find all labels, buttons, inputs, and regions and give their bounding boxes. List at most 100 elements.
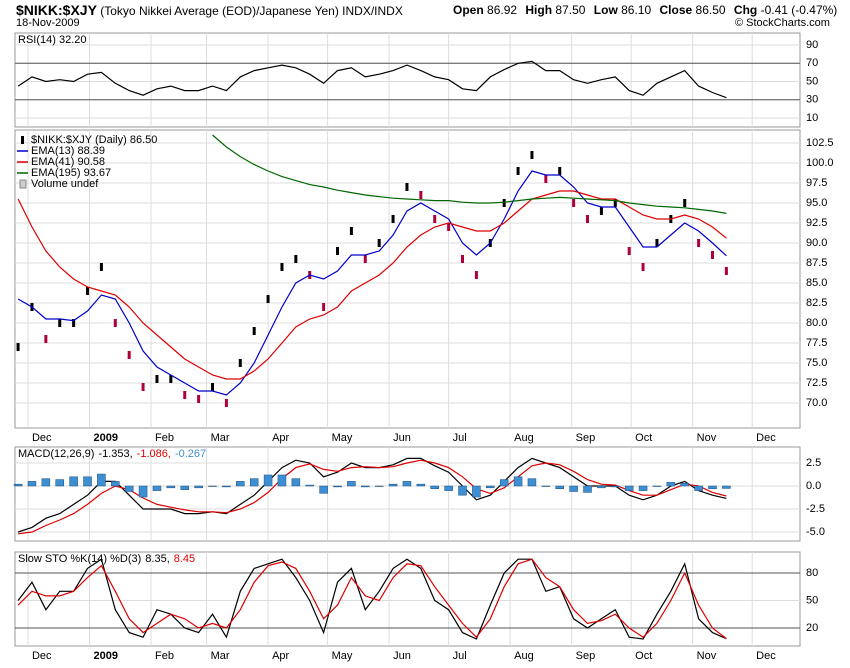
histogram-bar	[499, 479, 509, 487]
candle	[447, 223, 451, 231]
panel-label: Slow STO %K(14) %D(3) 8.35, 8.45	[18, 553, 195, 565]
x-tick-label: Oct	[635, 650, 652, 662]
x-tick-label: Sep	[576, 650, 596, 662]
histogram-bar	[416, 483, 426, 487]
quote-label: Low	[593, 3, 618, 17]
legend-label: -1.086,	[137, 448, 171, 460]
legend-label: $NIKK:$XJY (Daily) 86.50	[31, 134, 157, 146]
histogram-bar	[124, 485, 134, 492]
y-tick-label: 102.5	[806, 137, 834, 149]
y-tick-label: 95.0	[806, 197, 827, 209]
histogram-bar	[652, 485, 662, 487]
quote-label: Chg	[733, 3, 758, 17]
y-tick-label: 0.0	[806, 480, 821, 492]
candle	[683, 199, 687, 207]
x-tick-label: Jul	[453, 650, 467, 662]
y-tick-label: 92.5	[806, 217, 827, 229]
histogram-bar	[680, 482, 689, 487]
quote-value: 86.92	[487, 3, 518, 17]
series-line	[17, 60, 727, 99]
legend-label: EMA(195) 93.67	[31, 167, 111, 179]
legend-label: EMA(41) 90.58	[31, 156, 105, 168]
histogram-bar	[291, 478, 301, 487]
histogram-bar	[597, 485, 606, 489]
candle	[224, 399, 228, 407]
candle	[72, 319, 76, 327]
series-line	[17, 558, 727, 640]
histogram-bar	[41, 478, 51, 487]
legend-label: Volume undef	[31, 178, 99, 190]
y-tick-label: -5.0	[806, 526, 825, 538]
candle	[724, 267, 728, 275]
x-tick-label: Jun	[393, 432, 411, 444]
legend-label: 8.45	[174, 553, 195, 565]
histogram-bar	[555, 485, 564, 490]
y-tick-label: 72.5	[806, 377, 827, 389]
y-tick-label: 90.0	[806, 237, 827, 249]
histogram-bar	[472, 485, 481, 498]
histogram-bar	[55, 479, 64, 487]
quote: Open 86.92 High 87.50 Low 86.10 Close 86…	[448, 3, 837, 17]
candle	[349, 227, 353, 235]
series-line	[17, 170, 727, 396]
candle	[391, 215, 395, 223]
histogram-bar	[111, 481, 120, 487]
y-tick-label: 87.5	[806, 257, 827, 269]
histogram-bar	[236, 481, 245, 487]
panel-label: MACD(12,26,9) -1.353, -1.086, -0.267	[18, 448, 206, 460]
y-tick-label: 85.0	[806, 277, 827, 289]
panel-label: RSI(14) 32.20	[18, 34, 86, 46]
candle	[99, 263, 103, 271]
y-tick-label: -2.5	[806, 503, 825, 515]
x-tick-label: Dec	[756, 650, 776, 662]
histogram-bar	[83, 476, 92, 487]
histogram-bar	[333, 485, 342, 488]
copyright: © StockCharts.com	[735, 17, 830, 29]
histogram-bar	[347, 481, 356, 487]
candle	[377, 239, 381, 247]
x-tick-label: Nov	[697, 432, 717, 444]
histogram-bar	[69, 476, 78, 487]
histogram-bar	[513, 476, 523, 487]
y-tick-label: 80	[806, 567, 818, 579]
histogram-bar	[222, 485, 231, 488]
candle	[516, 167, 520, 175]
candle	[572, 199, 576, 207]
candle	[113, 319, 117, 327]
candle	[461, 255, 465, 263]
candle	[252, 327, 256, 335]
candle	[280, 263, 284, 271]
candle	[44, 335, 48, 343]
panel	[14, 129, 801, 429]
x-tick-label: Feb	[155, 432, 174, 444]
histogram-bar	[152, 485, 162, 491]
candle	[155, 375, 159, 383]
histogram-bar	[263, 474, 273, 487]
candle	[86, 287, 90, 295]
y-tick-label: 20	[806, 622, 818, 634]
candle	[599, 207, 603, 215]
candle	[405, 183, 409, 191]
candle	[294, 255, 298, 263]
histogram-bar	[486, 485, 495, 489]
histogram-bar	[569, 485, 578, 492]
histogram-bar	[611, 485, 620, 488]
y-tick-label: 2.5	[806, 457, 821, 469]
panel	[14, 32, 801, 128]
candle	[266, 295, 270, 303]
x-tick-label: Sep	[576, 432, 596, 444]
date: 18-Nov-2009	[16, 17, 80, 29]
histogram-bar	[249, 478, 259, 487]
quote-label: High	[525, 3, 553, 17]
x-tick-label: Dec	[32, 650, 52, 662]
x-tick-label: Aug	[514, 650, 534, 662]
y-tick-label: 50	[806, 594, 818, 606]
candle	[641, 263, 645, 271]
quote-value: 87.50	[555, 3, 586, 17]
candle	[530, 151, 534, 159]
histogram-bar	[583, 485, 592, 493]
symbol: $NIKK:$XJY	[16, 2, 97, 18]
x-tick-label: Dec	[32, 432, 52, 444]
x-tick-label: Apr	[272, 432, 289, 444]
